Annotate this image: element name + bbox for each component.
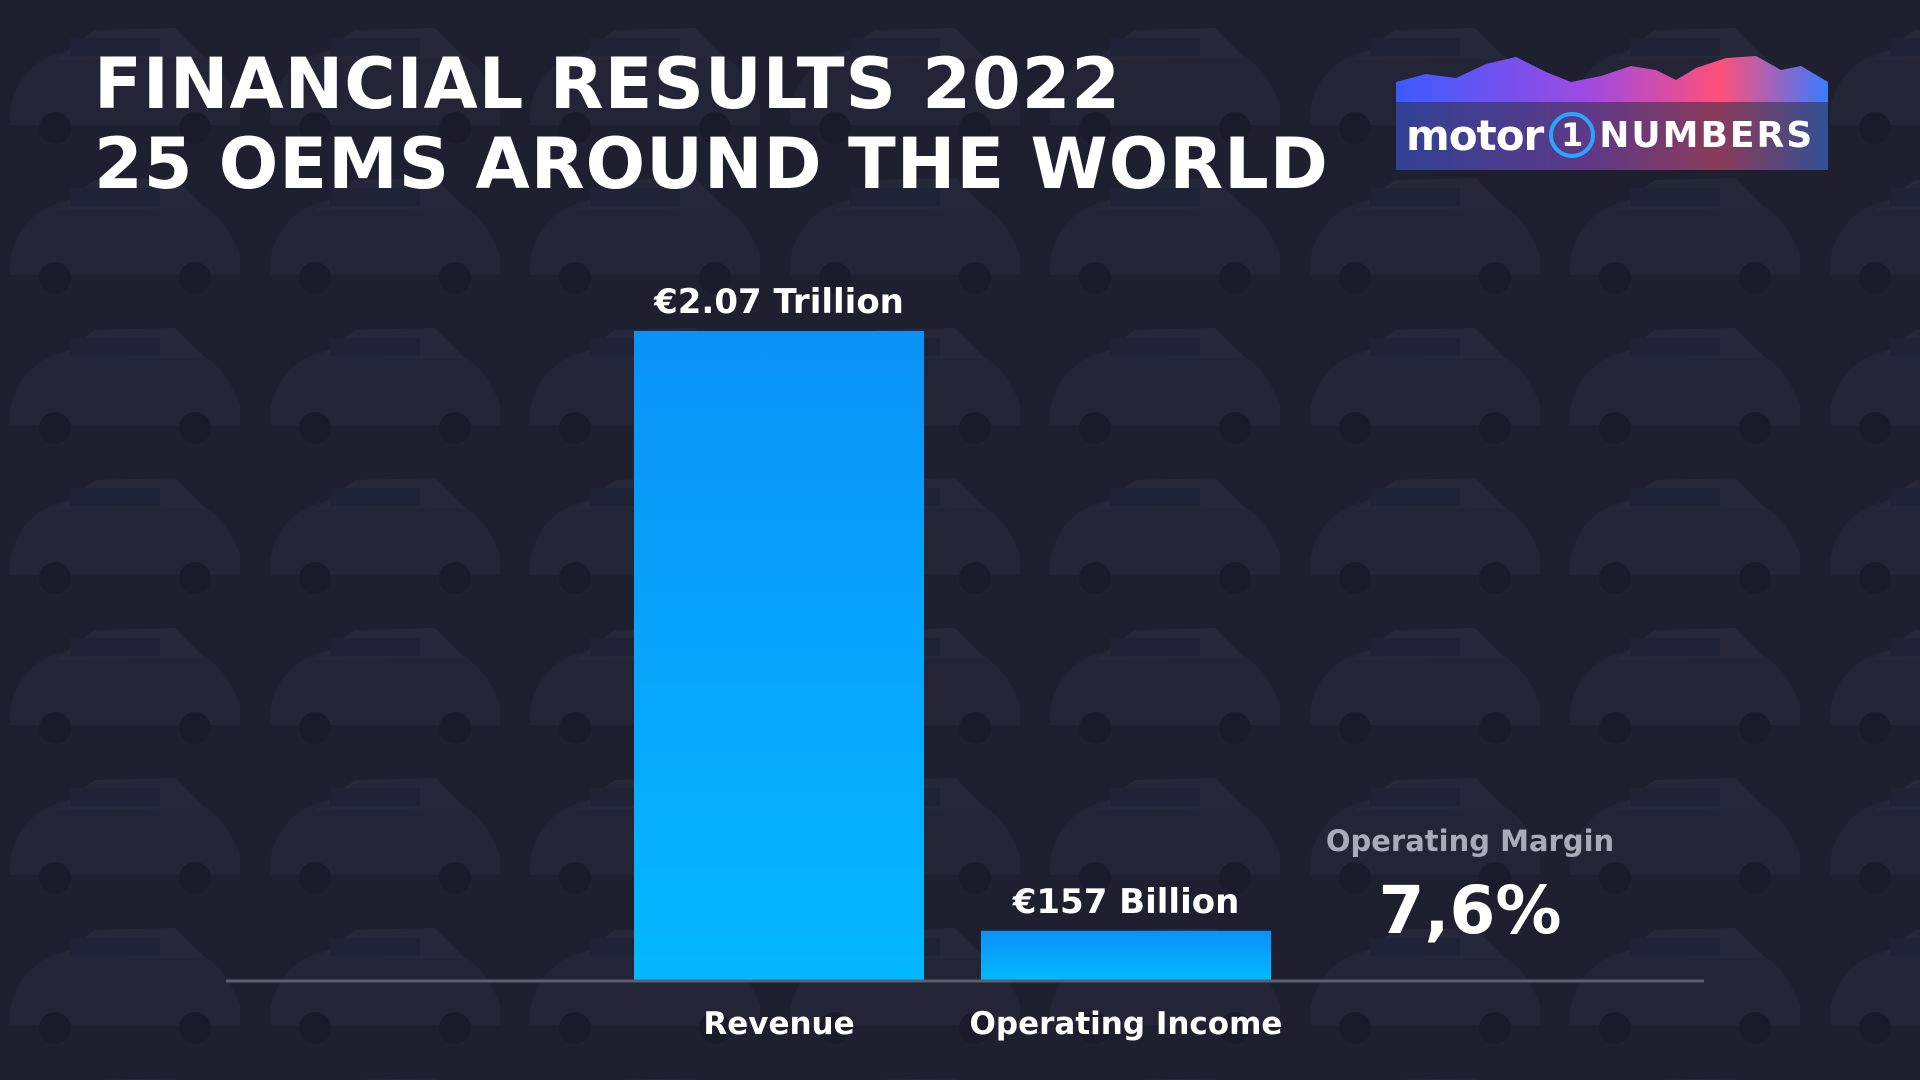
title-line-1: FINANCIAL RESULTS 2022 — [94, 43, 1122, 125]
operating-margin-label: Operating Margin — [1325, 824, 1615, 858]
logo-wordmark: motor 1 NUMBERS — [1406, 110, 1826, 160]
data-label-operating-income: €157 Billion — [1012, 882, 1240, 922]
category-label-operating-income: Operating Income — [970, 1006, 1283, 1042]
bar-revenue — [634, 331, 924, 980]
logo-numbers-text: NUMBERS — [1599, 114, 1815, 156]
title-line-2: 25 OEMS AROUND THE WORLD — [94, 123, 1329, 205]
data-label-revenue: €2.07 Trillion — [653, 282, 904, 322]
bar-operating-income — [981, 930, 1271, 980]
operating-margin-value: 7,6% — [1378, 872, 1562, 949]
page-title: FINANCIAL RESULTS 2022 25 OEMS AROUND TH… — [94, 44, 1329, 204]
logo-motor-text: motor — [1406, 110, 1544, 160]
category-label-revenue: Revenue — [703, 1006, 854, 1042]
motor1-numbers-logo: motor 1 NUMBERS — [1396, 52, 1828, 170]
logo-one-badge: 1 — [1549, 112, 1596, 158]
logo-skyline-graphic — [1396, 56, 1828, 170]
